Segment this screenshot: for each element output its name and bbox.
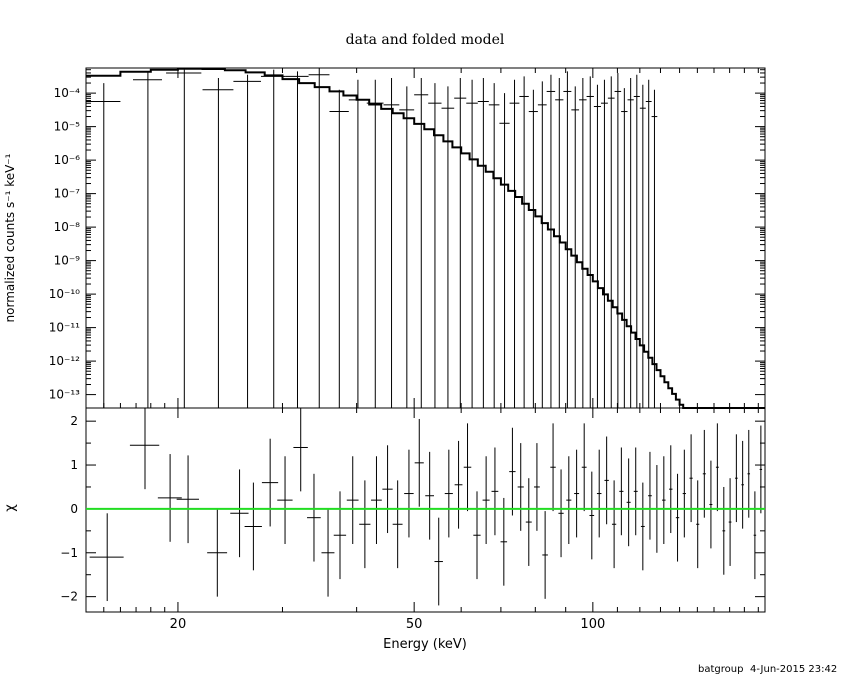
ytick-label: 10⁻¹³ bbox=[49, 388, 80, 402]
residual-panel: 20 50 100 2 1 0 −1 −2 bbox=[60, 407, 766, 632]
top-ylabel: normalized counts s⁻¹ keV⁻¹ bbox=[3, 153, 17, 322]
ytick-label: 10⁻⁴ bbox=[54, 86, 81, 100]
ytick-label: 10⁻⁷ bbox=[54, 187, 81, 201]
bottom-ylabel: χ bbox=[3, 504, 18, 512]
xlabel: Energy (keV) bbox=[383, 637, 467, 652]
ytick-residual-label: 0 bbox=[70, 502, 78, 516]
ytick-label: 10⁻⁹ bbox=[54, 254, 81, 268]
xtick-label: 100 bbox=[580, 617, 605, 632]
bottom-frame bbox=[85, 407, 766, 613]
ytick-residual-label: −1 bbox=[60, 546, 78, 560]
xtick-label: 20 bbox=[170, 617, 187, 632]
ytick-residual-label: −2 bbox=[60, 590, 78, 604]
ytick-residual-label: 1 bbox=[70, 458, 78, 472]
ytick-label: 10⁻¹¹ bbox=[49, 321, 80, 335]
ytick-residual-label: 2 bbox=[70, 414, 78, 428]
ytick-label: 10⁻⁸ bbox=[54, 220, 81, 234]
footer-date: 4-Jun-2015 23:42 bbox=[750, 664, 837, 675]
ytick-label: 10⁻¹² bbox=[49, 354, 80, 368]
chart-title: data and folded model bbox=[346, 32, 505, 48]
ytick-label: 10⁻¹⁰ bbox=[49, 287, 80, 301]
footer-user: batgroup bbox=[698, 664, 743, 675]
ytick-label: 10⁻⁶ bbox=[54, 153, 81, 167]
top-panel: 10⁻⁴ 10⁻⁵ 10⁻⁶ 10⁻⁷ 10⁻⁸ 10⁻⁹ 10⁻¹⁰ 10⁻¹¹ 10⁻¹² 1… bbox=[49, 67, 766, 409]
xtick-label: 50 bbox=[406, 617, 423, 632]
ytick-label: 10⁻⁵ bbox=[54, 120, 81, 134]
